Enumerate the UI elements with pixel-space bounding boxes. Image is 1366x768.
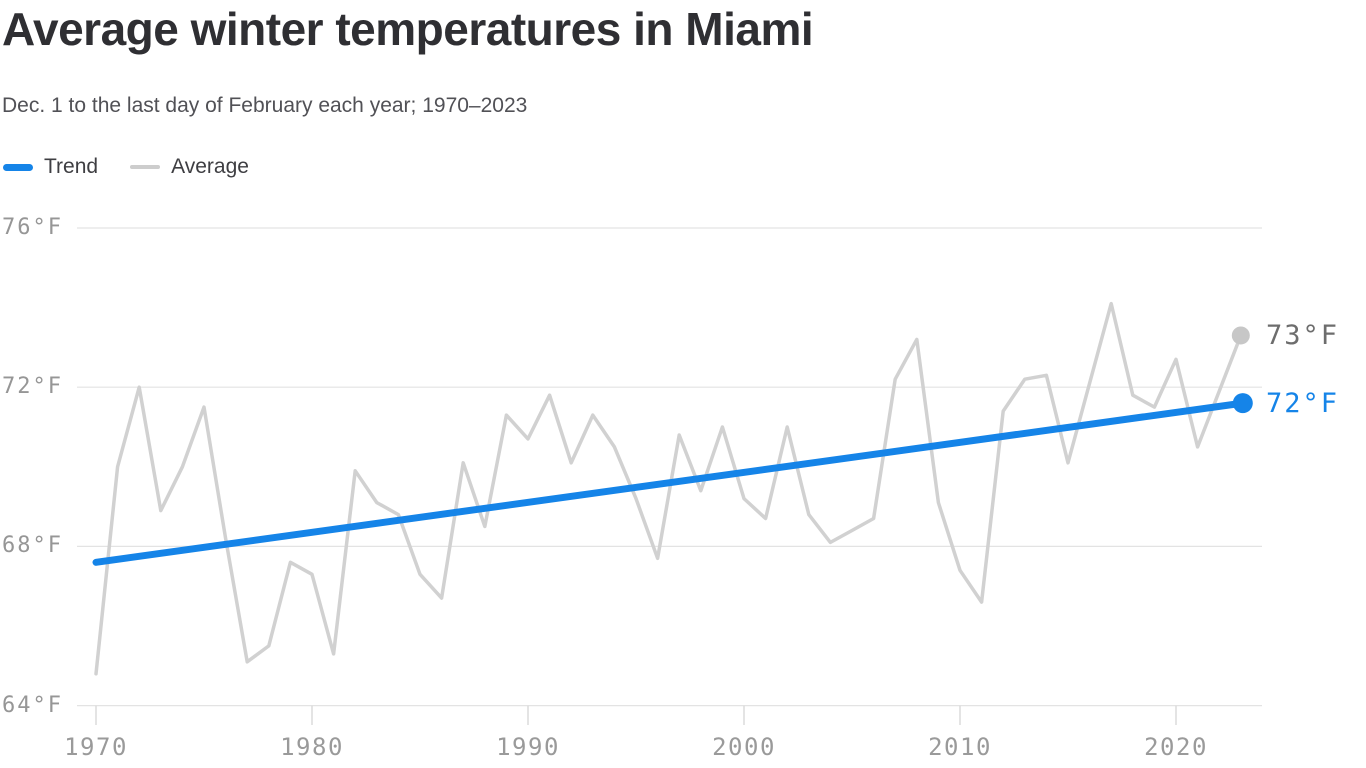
- y-axis-label: 72°F: [2, 374, 63, 400]
- x-axis-label: 2010: [928, 733, 992, 761]
- y-axis-label: 64°F: [2, 692, 63, 718]
- legend-label-average: Average: [171, 155, 249, 178]
- x-axis-label: 1990: [496, 733, 560, 761]
- x-axis-label: 2000: [712, 733, 776, 761]
- legend-item-average: Average: [130, 155, 249, 179]
- end-label-average: 73°F: [1266, 320, 1340, 351]
- trend-end-dot: [1232, 393, 1253, 414]
- chart-subtitle: Dec. 1 to the last day of February each …: [2, 94, 528, 117]
- average-end-dot: [1231, 326, 1250, 345]
- chart-title: Average winter temperatures in Miami: [2, 3, 814, 55]
- y-axis-label: 76°F: [2, 215, 63, 240]
- end-label-trend: 72°F: [1266, 388, 1340, 419]
- x-axis-label: 1970: [64, 733, 128, 761]
- y-axis-label: 68°F: [2, 533, 63, 559]
- trend-line-swatch-icon: [3, 163, 33, 171]
- x-axis-label: 1980: [280, 733, 344, 761]
- average-line: [94, 301, 1243, 676]
- legend-label-trend: Trend: [44, 155, 99, 178]
- legend: Trend Average: [3, 155, 249, 179]
- legend-item-trend: Trend: [3, 155, 98, 179]
- x-axis-label: 2020: [1144, 733, 1208, 761]
- trend-line: [92, 399, 1247, 566]
- average-line-swatch-icon: [130, 165, 161, 169]
